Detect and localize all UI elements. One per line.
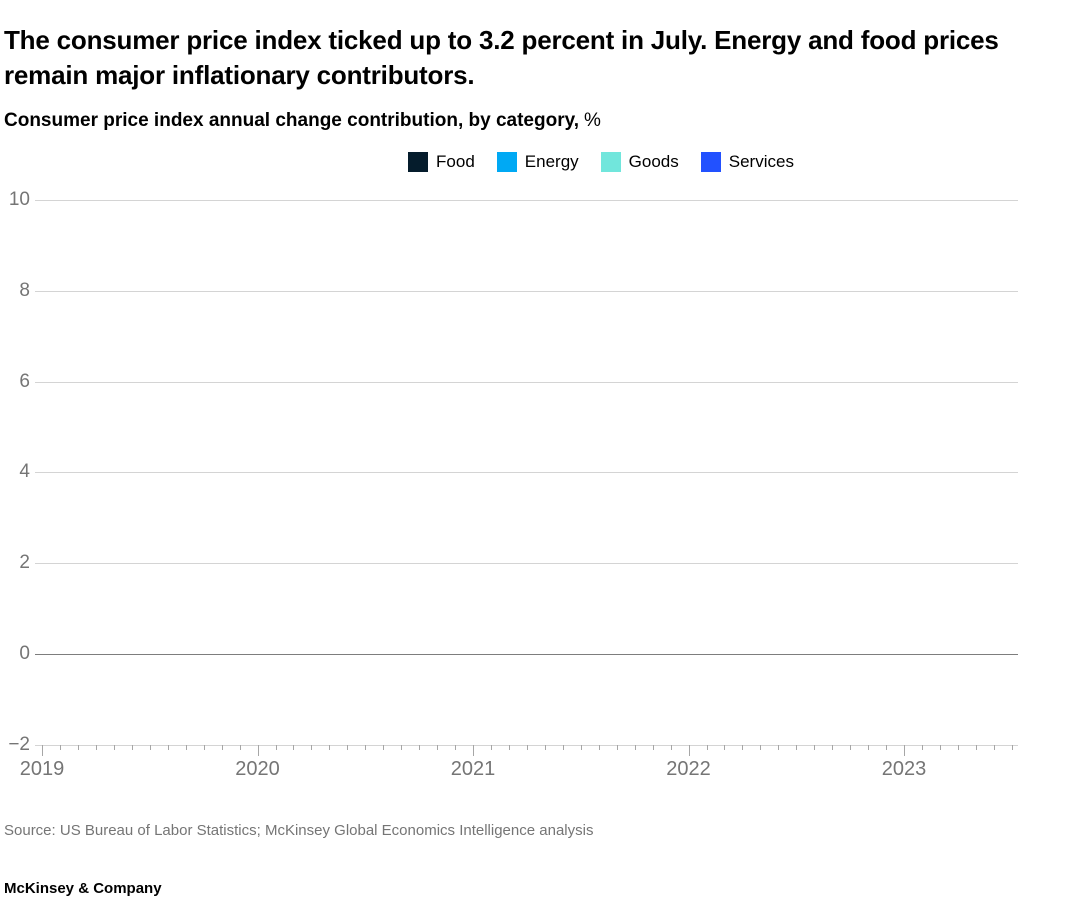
legend-item-goods: Goods <box>600 152 679 172</box>
x-axis-minor-tick <box>437 745 439 750</box>
x-axis-minor-tick <box>526 745 528 750</box>
gridline <box>35 745 1018 746</box>
source-note: Source: US Bureau of Labor Statistics; M… <box>4 822 594 839</box>
chart-legend: Food Energy Goods Services <box>122 150 1080 174</box>
x-axis-minor-tick <box>1011 745 1013 750</box>
x-axis-minor-tick <box>634 745 636 750</box>
x-axis-major-tick <box>688 745 690 756</box>
x-axis-minor-tick <box>401 745 403 750</box>
x-axis-minor-tick <box>311 745 313 750</box>
x-axis-minor-tick <box>347 745 349 750</box>
x-axis-minor-tick <box>796 745 798 750</box>
x-axis-year-label: 2021 <box>450 758 496 780</box>
x-axis-minor-tick <box>957 745 959 750</box>
gridline <box>35 291 1018 292</box>
goods-swatch-icon <box>600 152 621 172</box>
gridline <box>35 563 1018 564</box>
x-axis-minor-tick <box>939 745 941 750</box>
x-axis-minor-tick <box>975 745 977 750</box>
x-axis-minor-tick <box>616 745 618 750</box>
x-axis-minor-tick <box>922 745 923 750</box>
x-axis-minor-tick <box>77 745 79 750</box>
legend-label: Food <box>436 152 475 171</box>
x-axis-minor-tick <box>670 745 672 750</box>
x-axis-minor-tick <box>491 745 492 750</box>
x-axis-minor-tick <box>275 745 277 750</box>
gridline <box>35 382 1018 383</box>
page-title: The consumer price index ticked up to 3.… <box>4 25 999 91</box>
legend-label: Goods <box>628 152 679 171</box>
x-axis-minor-tick <box>652 745 654 750</box>
x-axis-minor-tick <box>239 745 241 750</box>
x-axis-minor-tick <box>544 745 546 750</box>
x-axis-minor-tick <box>724 745 726 750</box>
x-axis-year-label: 2023 <box>881 758 927 780</box>
y-axis-tick-label: −2 <box>8 734 30 755</box>
chart-plot: 10 8 6 4 2 0 −2 2019 2020 2021 2022 2023 <box>0 189 1080 805</box>
chart-subtitle: Consumer price index annual change contr… <box>4 110 601 132</box>
legend-label: Services <box>728 152 794 171</box>
y-axis-tick-label: 10 <box>8 189 30 210</box>
x-axis-year-label: 2022 <box>666 758 711 780</box>
x-axis-minor-tick <box>185 745 187 750</box>
legend-item-services: Services <box>700 152 794 172</box>
y-axis-tick-label: 0 <box>19 643 30 664</box>
x-axis-major-tick <box>473 745 474 756</box>
x-axis-minor-tick <box>167 745 169 750</box>
x-axis-minor-tick <box>742 745 744 750</box>
legend-item-energy: Energy <box>496 152 579 172</box>
x-axis-minor-tick <box>365 745 367 750</box>
x-axis-minor-tick <box>221 745 223 750</box>
x-axis-minor-tick <box>455 745 456 750</box>
x-axis-minor-tick <box>562 745 564 750</box>
chart-subtitle-text: Consumer price index annual change contr… <box>4 110 580 131</box>
x-axis-minor-tick <box>706 745 708 750</box>
x-axis-year-label: 2020 <box>235 758 280 780</box>
gridline <box>35 472 1018 473</box>
y-axis-tick-label: 4 <box>19 461 30 482</box>
x-axis-minor-tick <box>383 745 385 750</box>
x-axis-major-tick <box>257 745 259 756</box>
x-axis-minor-tick <box>95 745 97 750</box>
zero-gridline <box>35 654 1018 655</box>
x-axis-minor-tick <box>113 745 115 750</box>
legend-label: Energy <box>524 152 579 171</box>
x-axis-major-tick <box>42 745 43 756</box>
x-axis-minor-tick <box>760 745 762 750</box>
x-axis-minor-tick <box>131 745 133 750</box>
x-axis-major-tick <box>904 745 905 756</box>
x-axis-minor-tick <box>993 745 995 750</box>
x-axis-minor-tick <box>832 745 834 750</box>
x-axis-minor-tick <box>778 745 780 750</box>
x-axis-minor-tick <box>419 745 421 750</box>
y-axis-tick-label: 6 <box>19 371 30 392</box>
x-axis-minor-tick <box>203 745 205 750</box>
gridline <box>35 200 1018 201</box>
x-axis-minor-tick <box>508 745 510 750</box>
chart-subtitle-unit: % <box>584 110 601 131</box>
food-swatch-icon <box>408 152 429 172</box>
services-swatch-icon <box>700 152 721 172</box>
x-axis-minor-tick <box>598 745 600 750</box>
x-axis-minor-tick <box>814 745 816 750</box>
legend-item-food: Food <box>408 152 475 172</box>
x-axis-minor-tick <box>868 745 870 750</box>
x-axis-year-label: 2019 <box>19 758 65 780</box>
y-axis-tick-label: 2 <box>19 552 30 573</box>
x-axis-minor-tick <box>850 745 852 750</box>
energy-swatch-icon <box>496 152 517 172</box>
mckinsey-company-logo: McKinsey & Company <box>4 880 162 897</box>
x-axis-minor-tick <box>60 745 61 750</box>
x-axis-minor-tick <box>329 745 331 750</box>
x-axis-minor-tick <box>149 745 151 750</box>
x-axis-minor-tick <box>886 745 887 750</box>
x-axis-minor-tick <box>293 745 295 750</box>
y-axis-tick-label: 8 <box>19 280 30 301</box>
x-axis-minor-tick <box>580 745 582 750</box>
